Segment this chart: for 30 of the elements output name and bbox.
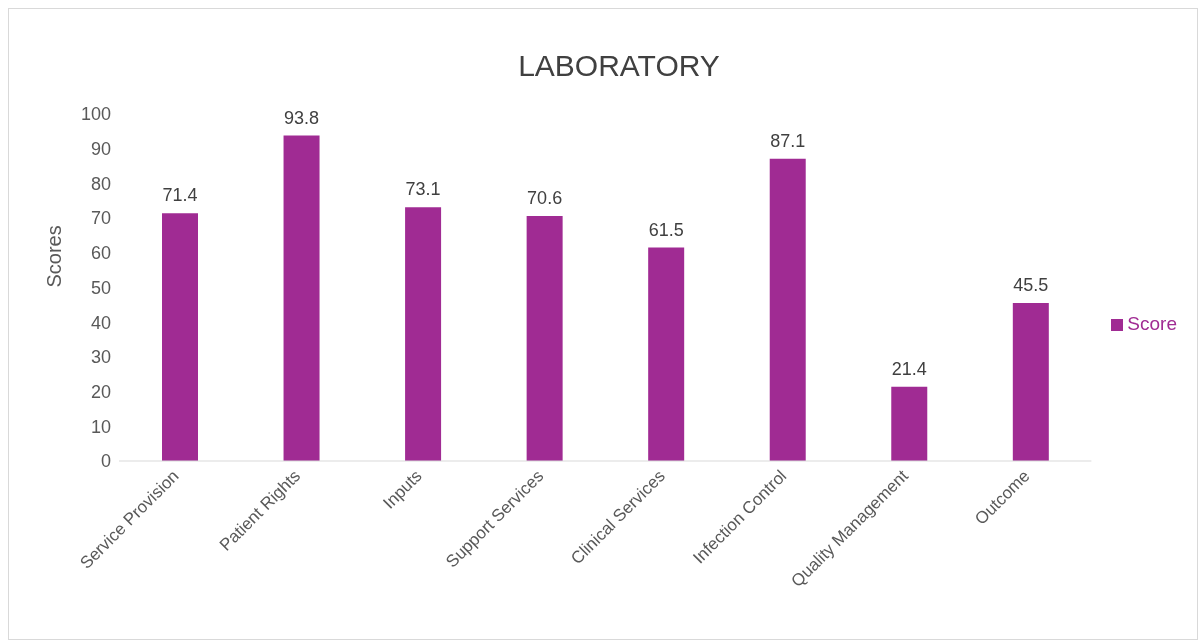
y-tick-label: 40 (90, 312, 111, 333)
data-label: 73.1 (405, 179, 441, 200)
bar (891, 386, 928, 461)
y-tick-label: 80 (90, 173, 111, 194)
data-label: 87.1 (770, 130, 806, 151)
y-tick-label: 60 (90, 243, 111, 264)
bar (1012, 303, 1049, 461)
bar (283, 135, 320, 461)
legend-label: Score (1127, 313, 1177, 334)
y-tick-label: 50 (90, 277, 111, 298)
data-label: 21.4 (891, 358, 927, 379)
y-tick-label: 20 (90, 381, 111, 402)
y-tick-label: 100 (80, 104, 111, 125)
bar (405, 207, 442, 461)
data-label: 71.4 (162, 185, 198, 206)
data-label: 93.8 (284, 107, 320, 128)
data-label: 70.6 (527, 188, 563, 209)
y-axis-title: Scores (43, 225, 66, 288)
chart-title: LABORATORY (517, 49, 721, 83)
data-label: 45.5 (1013, 275, 1049, 296)
y-tick-label: 10 (90, 416, 111, 437)
bar (162, 213, 198, 461)
y-tick-label: 90 (90, 139, 111, 160)
y-tick-label: 30 (90, 347, 111, 368)
y-tick-label: 70 (90, 208, 111, 229)
data-label: 61.5 (648, 219, 684, 240)
bar (526, 216, 563, 461)
bar (769, 158, 806, 461)
y-tick-label: 0 (100, 451, 111, 472)
bar (648, 247, 685, 461)
